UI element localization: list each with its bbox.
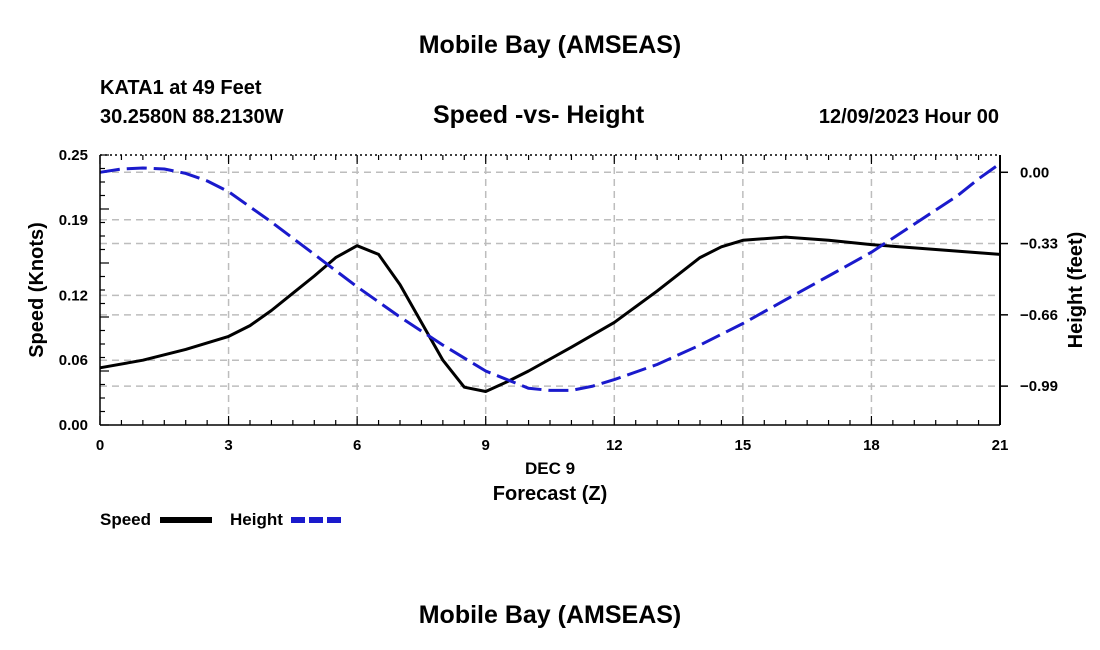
x-tick-label-0: 0 bbox=[96, 437, 104, 454]
legend: Speed Height bbox=[100, 510, 343, 529]
x-axis-date-label: DEC 9 bbox=[525, 459, 575, 478]
x-tick-label-3: 9 bbox=[482, 437, 490, 454]
y-tick-label-4: 0.25 bbox=[59, 147, 88, 164]
chart-subtitle: Speed -vs- Height bbox=[433, 101, 645, 129]
y-tick-label-3: 0.19 bbox=[59, 212, 88, 229]
y2-axis-label: Height (feet) bbox=[1065, 232, 1087, 349]
y-tick-label-1: 0.06 bbox=[59, 352, 88, 369]
chart-title: Mobile Bay (AMSEAS) bbox=[418, 31, 682, 59]
coordinates-label: 30.2580N 88.2130W bbox=[100, 106, 284, 128]
x-axis-label: Forecast (Z) bbox=[493, 483, 607, 505]
y-tick-label-0: 0.00 bbox=[59, 417, 88, 434]
x-tick-label-4: 12 bbox=[606, 437, 623, 454]
y2-tick-label-0: 0.00 bbox=[1020, 164, 1049, 181]
ticks-layer: 0 3 6 9 12 15 18 21 0.00 0.06 0.12 0.19 0.25 0.00 −0.3… bbox=[59, 147, 1058, 454]
forecast-datetime: 12/09/2023 Hour 00 bbox=[818, 106, 999, 128]
series-layer bbox=[99, 162, 1001, 393]
x-tick-label-2: 6 bbox=[353, 437, 361, 454]
series-line-height bbox=[99, 162, 1001, 392]
x-tick-label-6: 18 bbox=[863, 437, 880, 454]
y2-tick-label-1: −0.33 bbox=[1020, 236, 1058, 253]
plot-frame bbox=[99, 154, 1001, 426]
y-tick-label-2: 0.12 bbox=[59, 287, 88, 304]
x-tick-label-1: 3 bbox=[224, 437, 232, 454]
footer-title: Mobile Bay (AMSEAS) bbox=[418, 601, 682, 629]
x-tick-label-7: 21 bbox=[992, 437, 1009, 454]
series-line-speed bbox=[99, 235, 1001, 393]
x-tick-label-5: 15 bbox=[735, 437, 752, 454]
y2-tick-label-2: −0.66 bbox=[1020, 307, 1058, 324]
station-label: KATA1 at 49 Feet bbox=[100, 77, 262, 99]
legend-speed-label: Speed bbox=[100, 510, 151, 529]
y-axis-label: Speed (Knots) bbox=[26, 222, 48, 358]
legend-height-label: Height bbox=[230, 510, 283, 529]
y2-tick-label-3: −0.99 bbox=[1020, 378, 1058, 395]
